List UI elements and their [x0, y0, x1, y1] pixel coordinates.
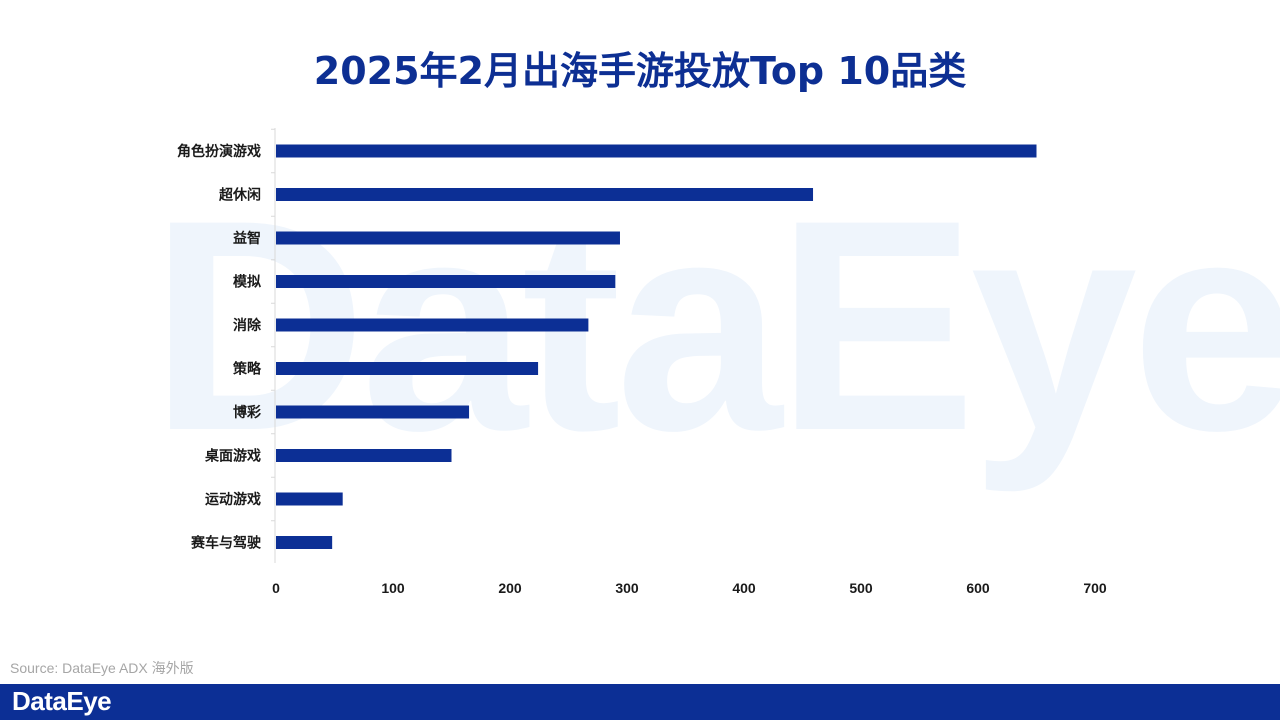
x-tick-label: 700	[1083, 580, 1107, 596]
bar	[276, 362, 539, 375]
y-tick-label: 消除	[233, 317, 262, 334]
bar	[276, 275, 616, 288]
x-tick-label: 400	[732, 580, 756, 596]
x-tick-label: 0	[272, 580, 280, 596]
footer-bar: DataEye	[0, 684, 1280, 720]
x-tick-label: 500	[849, 580, 873, 596]
x-tick-label: 200	[498, 580, 522, 596]
y-tick-label: 角色扮演游戏	[177, 143, 261, 160]
y-tick-label: 超休闲	[218, 187, 261, 204]
x-tick-label: 300	[615, 580, 639, 596]
chart-title: 2025年2月出海手游投放Top 10品类	[313, 49, 967, 93]
source-note: Source: DataEye ADX 海外版	[10, 660, 194, 676]
bar	[276, 449, 452, 462]
y-tick-label: 赛车与驾驶	[190, 535, 261, 552]
y-tick-label: 模拟	[233, 274, 261, 291]
y-tick-label: 运动游戏	[205, 491, 261, 508]
y-tick-label: 益智	[233, 230, 261, 247]
bar	[276, 536, 333, 549]
x-tick-label: 100	[381, 580, 405, 596]
footer-logo: DataEye	[12, 686, 112, 716]
y-tick-label: 博彩	[233, 404, 261, 421]
bar	[276, 405, 470, 419]
bar	[276, 492, 343, 506]
x-tick-label: 600	[966, 580, 990, 596]
bar	[276, 144, 1037, 158]
bar	[276, 231, 620, 245]
y-tick-label: 桌面游戏	[205, 448, 261, 465]
bar	[276, 188, 814, 201]
y-tick-label: 策略	[232, 361, 262, 378]
bar	[276, 318, 589, 332]
